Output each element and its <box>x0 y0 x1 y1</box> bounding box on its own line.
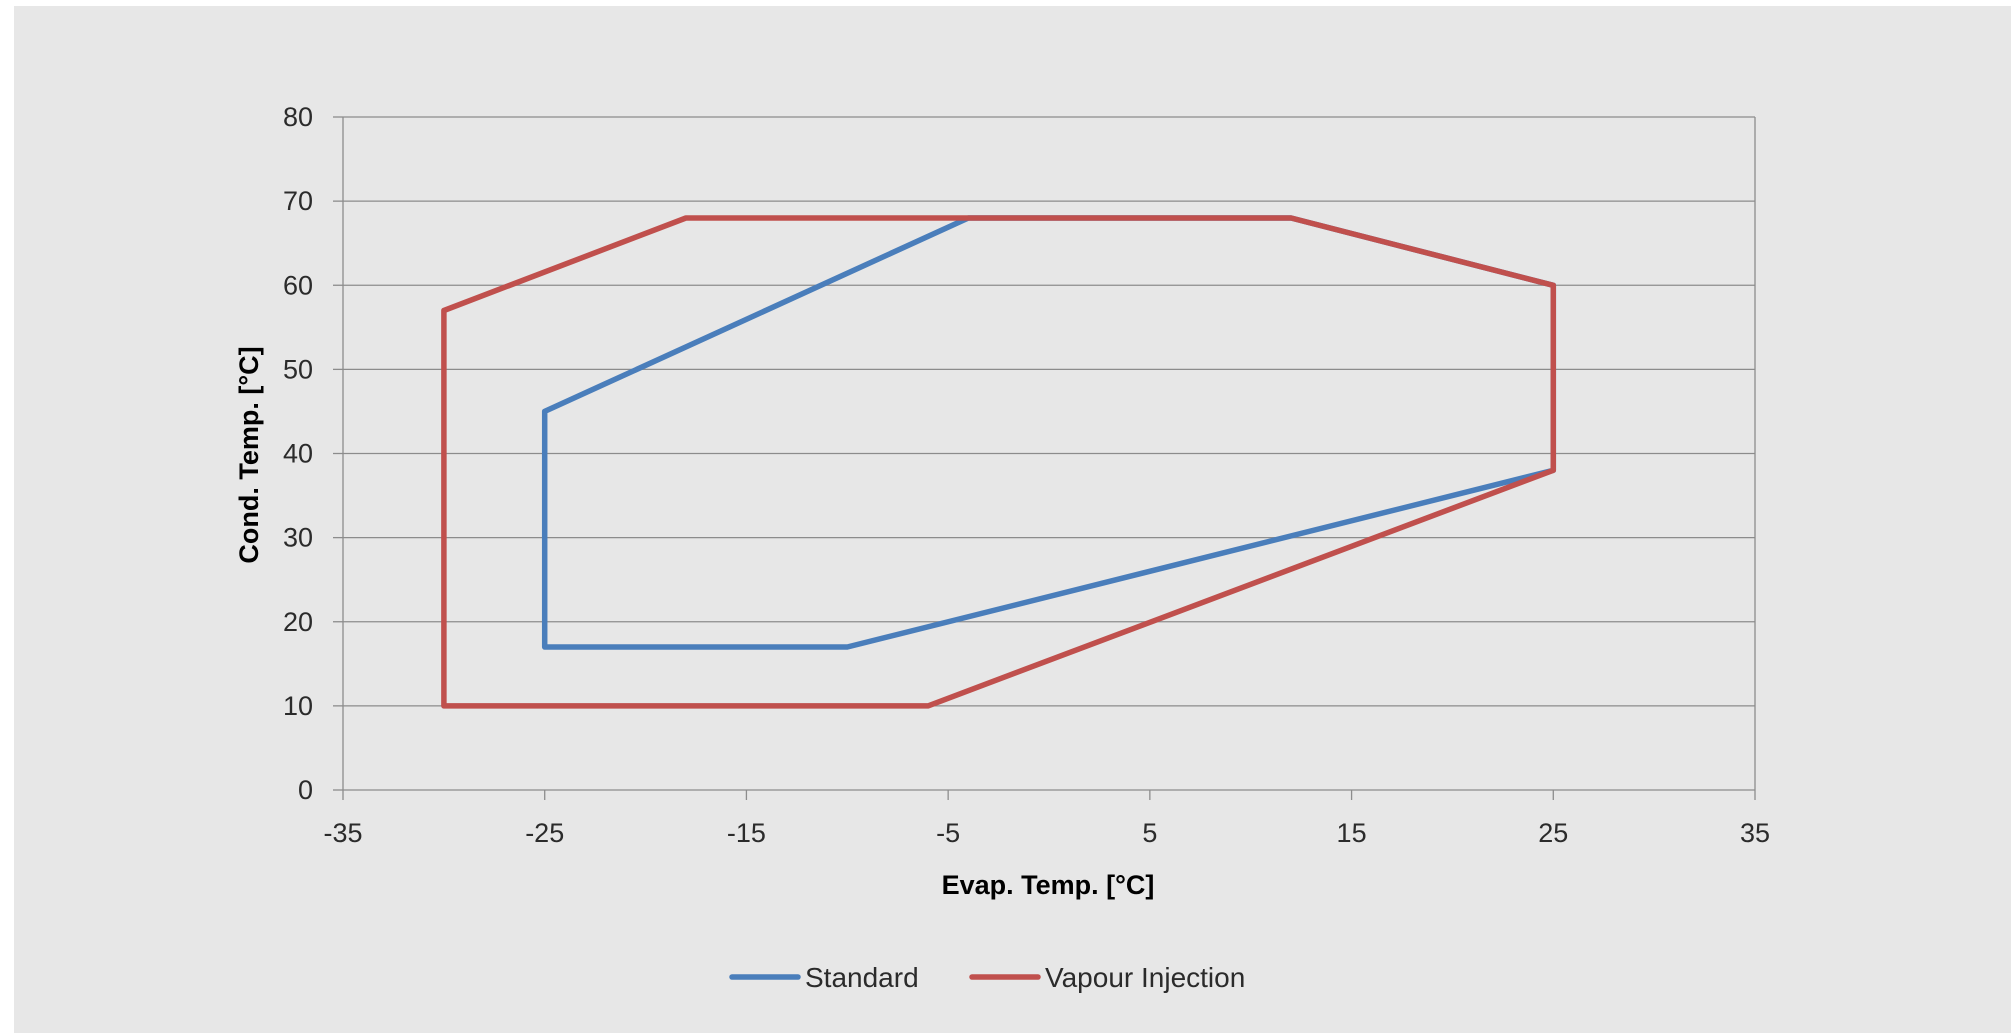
legend-label: Standard <box>805 962 919 993</box>
chart-panel <box>14 6 2011 1033</box>
x-axis-title: Evap. Temp. [°C] <box>942 870 1155 900</box>
legend: Standard Vapour Injection <box>729 962 1245 993</box>
y-tick-label: 50 <box>283 354 313 384</box>
legend-label: Vapour Injection <box>1045 962 1245 993</box>
x-tick-label: 35 <box>1740 818 1770 848</box>
y-tick-label: 0 <box>298 775 313 805</box>
y-tick-label: 10 <box>283 691 313 721</box>
x-tick-label: -5 <box>936 818 960 848</box>
y-tick-label: 40 <box>283 439 313 469</box>
y-tick-label: 70 <box>283 186 313 216</box>
y-tick-label: 60 <box>283 270 313 300</box>
x-tick-label: 5 <box>1142 818 1157 848</box>
series-line-standard <box>541 215 1557 650</box>
x-tick-label: -15 <box>727 818 766 848</box>
series-lines <box>441 215 1557 709</box>
y-tick-label: 80 <box>283 102 313 132</box>
y-tick-label: 20 <box>283 607 313 637</box>
x-tick-label: -35 <box>323 818 362 848</box>
x-tick-label: 25 <box>1538 818 1568 848</box>
x-tick-label: -25 <box>525 818 564 848</box>
y-axis-title: Cond. Temp. [°C] <box>234 346 264 563</box>
axes <box>333 116 1756 800</box>
gridlines <box>343 116 1755 707</box>
tick-labels: 0 10 20 30 40 50 60 70 80 -35 -25 -15 -5 5 15 25 35 <box>283 102 1770 848</box>
y-tick-label: 30 <box>283 523 313 553</box>
series-line-vapour-injection <box>441 215 1557 709</box>
x-tick-label: 15 <box>1337 818 1367 848</box>
